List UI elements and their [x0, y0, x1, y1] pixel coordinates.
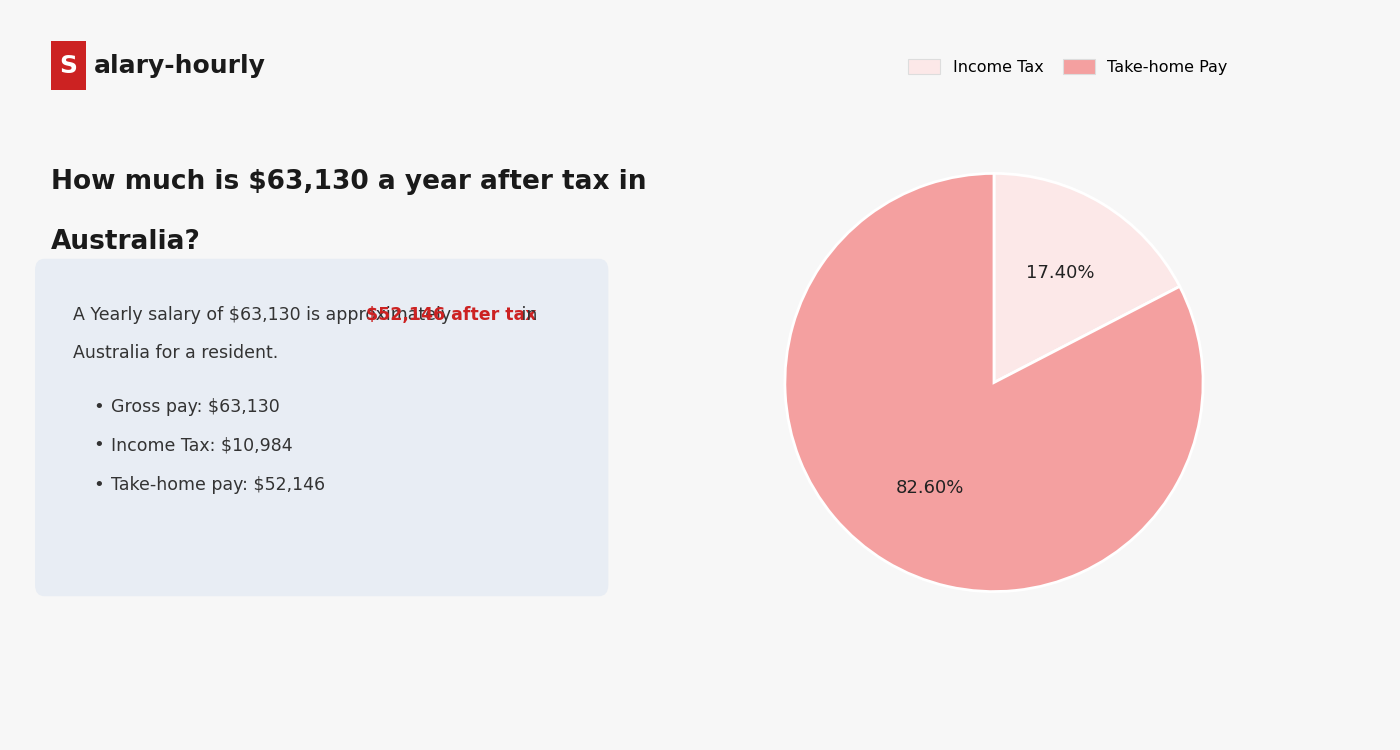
Text: A Yearly salary of $63,130 is approximately: A Yearly salary of $63,130 is approximat… — [73, 306, 456, 324]
Legend: Income Tax, Take-home Pay: Income Tax, Take-home Pay — [902, 53, 1233, 81]
FancyBboxPatch shape — [35, 259, 609, 596]
Text: Take-home pay: $52,146: Take-home pay: $52,146 — [112, 476, 326, 494]
Text: •: • — [94, 436, 104, 454]
Text: 82.60%: 82.60% — [896, 478, 965, 496]
Text: How much is $63,130 a year after tax in: How much is $63,130 a year after tax in — [50, 169, 647, 195]
Text: •: • — [94, 476, 104, 494]
Text: in: in — [517, 306, 538, 324]
Wedge shape — [785, 173, 1203, 592]
Text: 17.40%: 17.40% — [1026, 264, 1095, 282]
Text: Australia?: Australia? — [50, 229, 200, 255]
Text: •: • — [94, 398, 104, 416]
Text: Gross pay: $63,130: Gross pay: $63,130 — [112, 398, 280, 416]
Text: S: S — [59, 54, 77, 78]
Text: Income Tax: $10,984: Income Tax: $10,984 — [112, 436, 293, 454]
Text: $52,146 after tax: $52,146 after tax — [367, 306, 536, 324]
Text: Australia for a resident.: Australia for a resident. — [73, 344, 279, 362]
Text: alary-hourly: alary-hourly — [94, 54, 266, 78]
FancyBboxPatch shape — [50, 41, 85, 90]
Wedge shape — [994, 173, 1180, 382]
